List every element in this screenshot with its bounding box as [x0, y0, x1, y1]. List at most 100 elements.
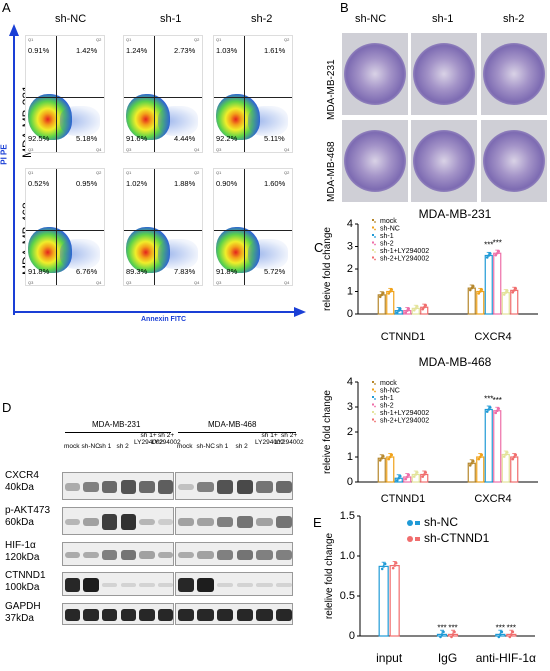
category-label: CXCR4 — [474, 493, 511, 505]
data-point — [505, 289, 509, 293]
blot-band — [177, 578, 195, 592]
quadrant-value-q2: 1.60% — [264, 179, 286, 188]
blot-band — [256, 517, 273, 527]
legend-marker — [374, 236, 376, 238]
blot-protein-label: CXCR4 40kDa — [5, 470, 39, 494]
blot-lane-label: sh 1+ LY294002 — [255, 432, 285, 446]
quadrant-tag: Q3 — [216, 147, 222, 152]
quadrant-tag: Q4 — [284, 280, 290, 285]
data-point — [395, 479, 399, 482]
chart-mda-468: MDA-MB-468 0 1 2 3 4 releive fold change CTNND1… — [322, 355, 538, 505]
colony-dish — [342, 33, 408, 115]
quadrant-tag: Q4 — [194, 147, 200, 152]
data-point — [388, 455, 392, 459]
legend-marker — [374, 420, 376, 423]
blot-group-mda-468: MDA-MB-468 — [208, 420, 257, 429]
facs-plot: Q1 Q2 Q3 Q4 0.52% 0.95% 91.8% 6.76% — [25, 168, 105, 286]
bar — [493, 252, 502, 315]
blot-band — [101, 608, 118, 622]
quadrant-tag: Q2 — [284, 170, 290, 175]
blot-band — [120, 550, 137, 560]
quadrant-value-q1: 0.52% — [28, 179, 50, 188]
data-point — [468, 288, 472, 292]
quadrant-tag: Q4 — [96, 147, 102, 152]
quadrant-tag: Q1 — [126, 37, 132, 42]
data-point — [494, 411, 498, 415]
y-tick-label: 3 — [347, 241, 353, 253]
data-point — [477, 457, 481, 461]
data-point — [405, 475, 409, 479]
legend-label: mock — [380, 380, 397, 387]
blot-strip — [175, 603, 293, 625]
blot-protein-label: p-AKT473 60kDa — [5, 505, 50, 529]
blot-protein-label: HIF-1α 120kDa — [5, 540, 39, 564]
blot-band — [216, 550, 234, 560]
facs-gate-v — [154, 169, 155, 285]
protein-mw: 100kDa — [5, 582, 40, 593]
blot-lane-label: mock — [64, 443, 80, 450]
blot-lane-label: sh 1 — [216, 443, 229, 450]
blot-band — [275, 583, 293, 587]
legend-label: sh-1 — [380, 233, 394, 240]
data-point — [422, 473, 426, 476]
bar — [467, 287, 476, 315]
panel-label-a: A — [2, 0, 11, 15]
legend-marker — [372, 241, 374, 244]
blot-band — [101, 550, 118, 560]
data-point — [381, 291, 385, 295]
category-label: input — [376, 651, 403, 665]
legend-label: sh-1+LY294002 — [380, 410, 429, 417]
facs-gate-h — [26, 230, 104, 231]
data-point — [383, 562, 387, 566]
data-point — [497, 250, 501, 253]
blot-strip — [62, 572, 174, 596]
quadrant-value-q4: 89.3% — [126, 267, 148, 276]
facs-column-sh-nc: sh-NC — [55, 13, 87, 25]
quadrant-tag: Q4 — [194, 280, 200, 285]
bar — [501, 292, 510, 315]
data-point — [422, 305, 426, 309]
data-point — [388, 290, 392, 293]
blot-strip — [62, 542, 174, 566]
facs-density — [158, 106, 198, 136]
data-point — [414, 307, 418, 310]
data-point — [421, 475, 425, 478]
quadrant-value-q1: 0.91% — [28, 46, 50, 55]
quadrant-tag: Q3 — [28, 280, 34, 285]
data-point — [487, 408, 491, 411]
data-point — [511, 630, 515, 634]
blot-group-mda-231: MDA-MB-231 — [92, 420, 141, 429]
protein-mw: 120kDa — [5, 552, 40, 563]
blot-lane-label: sh 2+ LY294002 — [151, 432, 181, 446]
bar — [501, 453, 510, 483]
blot-band — [216, 480, 234, 494]
blot-band — [64, 483, 81, 491]
blot-lane-label: sh 2 — [116, 443, 129, 450]
blot-lane-label: sh 2 — [235, 443, 248, 450]
chart-chip: 0 0.5 1.0 1.5 relelive fold change input IgG an… — [324, 510, 536, 665]
data-point — [505, 451, 509, 454]
blot-strip — [62, 603, 174, 625]
data-point — [440, 633, 444, 636]
facs-axes — [9, 24, 306, 317]
category-label: anti-HIF-1α — [476, 651, 536, 665]
data-point — [378, 295, 382, 299]
data-point — [407, 307, 411, 311]
legend-marker — [372, 234, 374, 236]
data-point — [390, 288, 394, 291]
data-point — [477, 292, 481, 295]
blot-band — [236, 550, 254, 560]
facs-gate-h — [214, 97, 292, 98]
colony-plate — [413, 43, 475, 105]
facs-density — [158, 239, 198, 269]
facs-density — [126, 94, 170, 140]
data-point — [380, 456, 384, 460]
category-label: CTNND1 — [381, 331, 426, 343]
quadrant-value-q2: 0.95% — [76, 179, 98, 188]
legend-label: sh-NC — [380, 388, 400, 395]
blot-band — [157, 480, 174, 494]
legend-marker — [415, 521, 420, 525]
quadrant-tag: Q2 — [96, 37, 102, 42]
blot-band — [177, 517, 195, 527]
data-point — [504, 291, 508, 294]
